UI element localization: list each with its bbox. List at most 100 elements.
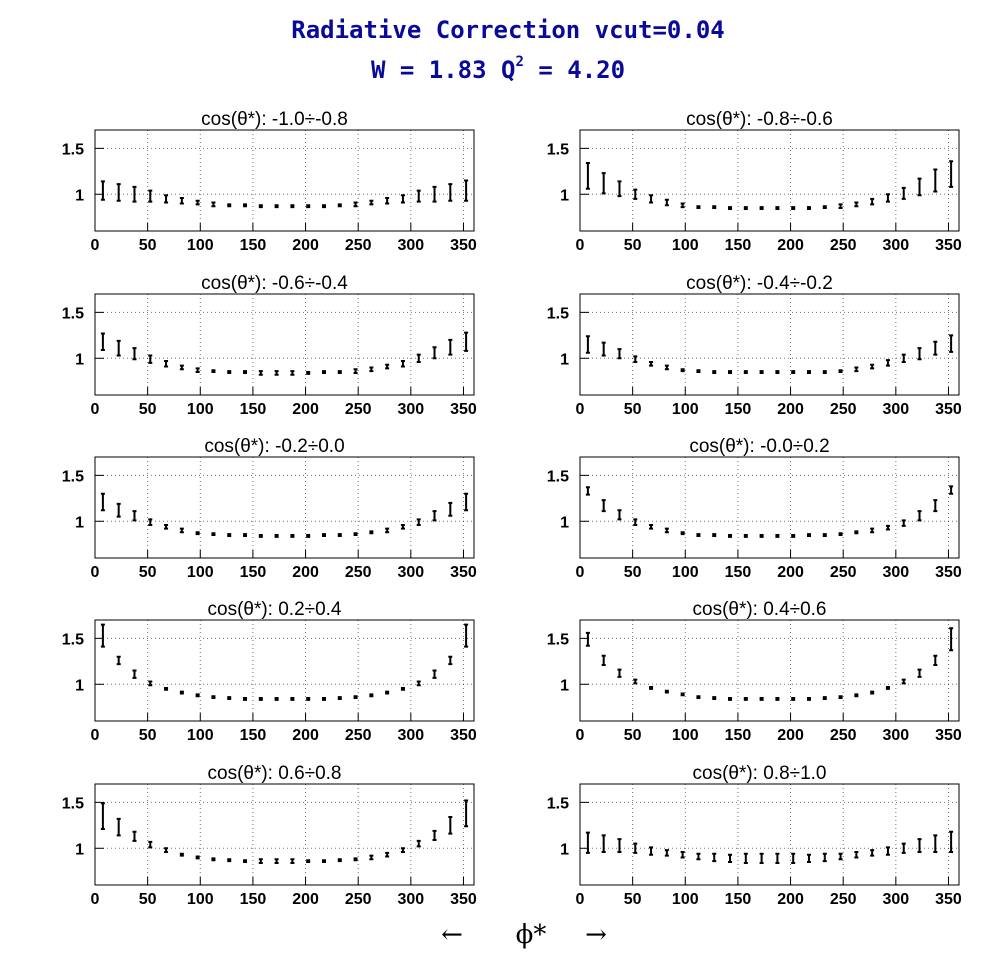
data-point-errorbar	[306, 859, 311, 864]
x-tick-label: 100	[187, 401, 214, 418]
data-point-errorbar	[211, 369, 216, 374]
x-tick-label: 300	[882, 727, 909, 744]
data-point-errorbar	[148, 680, 153, 687]
data-point-errorbar	[901, 678, 906, 685]
data-point-errorbar	[649, 846, 654, 856]
data-point-errorbar	[617, 509, 622, 521]
data-point-errorbar	[400, 847, 405, 853]
figure-title: Radiative Correction vcut=0.04	[291, 16, 724, 44]
data-point-errorbar	[949, 485, 954, 495]
data-point-errorbar	[901, 842, 906, 854]
x-tick-label: 300	[397, 401, 424, 418]
x-tick-label: 50	[139, 401, 157, 418]
panel-title: cos(θ*): -0.0÷0.2	[689, 436, 829, 457]
x-tick-label: 150	[240, 891, 267, 908]
data-point-errorbar	[274, 204, 279, 209]
data-point-errorbar	[148, 840, 153, 849]
y-tick-label: 1.5	[62, 468, 84, 485]
data-point-errorbar	[696, 533, 701, 537]
data-point-errorbar	[696, 369, 701, 374]
x-tick-label: 100	[672, 564, 699, 581]
x-tick-label: 50	[624, 891, 642, 908]
x-tick-label: 300	[882, 891, 909, 908]
x-axis-label: ϕ*	[516, 920, 547, 950]
data-point-errorbar	[195, 693, 200, 698]
data-point-errorbar	[211, 201, 216, 208]
data-point-errorbar	[633, 518, 638, 526]
data-point-errorbar	[806, 697, 811, 701]
data-point-errorbar	[274, 370, 279, 376]
q-exponent: 2	[515, 54, 523, 70]
panel: cos(θ*): 0.4÷0.6 0 50 100 150 200 250 300 350 1 1.…	[547, 599, 962, 744]
y-tick-label: 1	[75, 841, 84, 858]
x-tick-label: 350	[450, 891, 477, 908]
x-axis-right-arrow: →	[585, 920, 607, 950]
x-tick-label: 350	[935, 564, 962, 581]
x-tick-label: 300	[882, 564, 909, 581]
data-point-errorbar	[243, 203, 248, 208]
panel-grid: cos(θ*): -1.0÷-0.80 50 100 150 200 250 300 3501…	[62, 109, 962, 908]
data-point-errorbar	[211, 532, 216, 537]
x-tick-label: 200	[292, 401, 319, 418]
data-point-errorbar	[949, 160, 954, 188]
panel-frame	[579, 293, 960, 396]
data-point-errorbar	[132, 830, 137, 842]
data-point-errorbar	[337, 203, 342, 208]
data-point-errorbar	[132, 669, 137, 679]
x-tick-label: 0	[91, 237, 100, 254]
data-point-errorbar	[633, 842, 638, 854]
data-point-errorbar	[290, 697, 295, 701]
data-point-errorbar	[290, 534, 295, 538]
data-point-errorbar	[337, 696, 342, 700]
panel-frame	[579, 129, 960, 232]
y-tick-label: 1.5	[547, 141, 569, 158]
data-point-errorbar	[353, 695, 358, 700]
data-point-errorbar	[743, 852, 748, 864]
data-point-errorbar	[601, 834, 606, 853]
data-point-errorbar	[696, 695, 701, 700]
x-tick-label: 50	[139, 564, 157, 581]
data-point-errorbar	[353, 368, 358, 374]
x-tick-label: 100	[672, 401, 699, 418]
data-point-errorbar	[854, 530, 859, 535]
panel-frame	[94, 293, 475, 396]
data-point-errorbar	[432, 185, 437, 203]
panel-title: cos(θ*): -0.4÷-0.2	[686, 273, 833, 294]
data-point-errorbar	[148, 354, 153, 364]
panel-frame	[94, 783, 475, 886]
data-point-errorbar	[791, 370, 796, 374]
data-point-errorbar	[306, 697, 311, 701]
data-point-errorbar	[664, 364, 669, 371]
data-point-errorbar	[369, 693, 374, 698]
data-point-errorbar	[759, 370, 764, 374]
panel-frame	[579, 783, 960, 886]
data-point-errorbar	[870, 527, 875, 534]
x-tick-label: 200	[292, 727, 319, 744]
data-point-errorbar	[649, 194, 654, 204]
x-tick-label: 250	[345, 891, 372, 908]
data-point-errorbar	[791, 534, 796, 538]
data-point-errorbar	[100, 180, 105, 201]
data-point-errorbar	[274, 697, 279, 701]
data-point-errorbar	[227, 533, 232, 537]
y-tick-label: 1.5	[547, 305, 569, 322]
x-tick-label: 150	[725, 727, 752, 744]
data-point-errorbar	[211, 695, 216, 700]
data-point-errorbar	[633, 188, 638, 200]
x-tick-label: 0	[576, 891, 585, 908]
data-point-errorbar	[448, 501, 453, 517]
y-tick-label: 1.5	[62, 795, 84, 812]
data-point-errorbar	[116, 817, 121, 837]
data-point-errorbar	[775, 370, 780, 374]
data-point-errorbar	[353, 532, 358, 537]
x-tick-label: 200	[777, 891, 804, 908]
data-point-errorbar	[227, 858, 232, 863]
panel: cos(θ*): -0.2÷0.0 0 50 100 150 200 250 300 350 1 1…	[62, 436, 477, 581]
panel-title: cos(θ*): 0.2÷0.4	[208, 599, 342, 620]
data-point-errorbar	[617, 668, 622, 678]
x-tick-label: 50	[139, 727, 157, 744]
data-point-errorbar	[791, 852, 796, 864]
panel: cos(θ*): -0.6÷-0.4 0 50 100 150 200 250 300 350 1…	[62, 273, 477, 418]
data-point-errorbar	[385, 690, 390, 695]
